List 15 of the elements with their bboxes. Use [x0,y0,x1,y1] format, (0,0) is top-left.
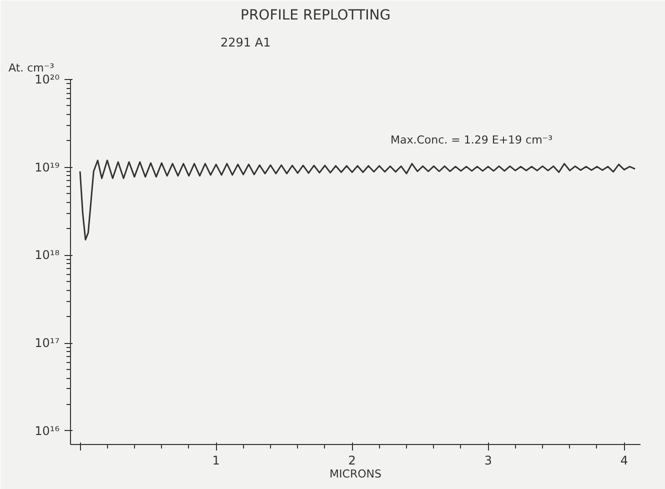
y-tick-label: 10¹⁷ [34,336,60,350]
chart-subtitle: 2291 A1 [220,36,271,50]
y-axis-title: At. cm⁻³ [8,62,54,74]
x-tick-label: 3 [484,454,492,468]
x-axis-title: MICRONS [330,468,382,480]
x-tick-label: 4 [620,454,628,468]
y-tick-label: 10²⁰ [34,72,60,86]
chart-title: PROFILE REPLOTTING [240,8,391,24]
annotation: Max.Conc. = 1.29 E+19 cm⁻³ [390,134,553,146]
y-tick-label: 10¹⁹ [34,160,60,174]
x-tick-label: 2 [348,454,356,468]
x-tick-label: 1 [212,454,220,468]
y-tick-label: 10¹⁶ [34,424,60,438]
y-tick-label: 10¹⁸ [34,248,60,262]
line-series [79,160,636,240]
